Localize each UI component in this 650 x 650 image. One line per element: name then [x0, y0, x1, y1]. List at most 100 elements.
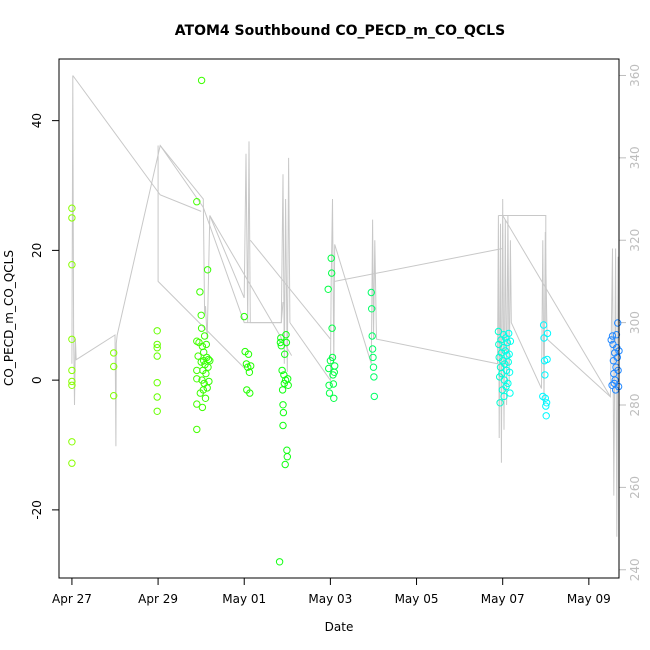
data-points — [68, 76, 623, 566]
data-point — [204, 363, 212, 371]
data-point — [506, 389, 514, 397]
x-tick-label: May 03 — [308, 592, 352, 606]
data-point — [203, 384, 211, 392]
data-point — [153, 340, 161, 349]
data-point — [613, 353, 621, 362]
y-tick-label: 0 — [30, 376, 44, 384]
data-point — [504, 358, 512, 366]
secondary-connector-6 — [498, 215, 547, 323]
data-point — [328, 269, 336, 277]
data-point — [612, 331, 621, 339]
data-point — [501, 360, 509, 368]
data-point — [370, 392, 378, 401]
data-point — [539, 321, 548, 329]
y-tick-label: -20 — [30, 500, 44, 520]
data-point — [244, 350, 253, 358]
data-point — [368, 345, 377, 353]
y-axis-label: CO_PECD_m_CO_QCLS — [2, 250, 16, 386]
chart-title: ATOM4 Southbound CO_PECD_m_CO_QCLS — [175, 23, 505, 39]
x-axis: Apr 27 Apr 29 May 01 May 03 May 05 May 07 May … — [52, 577, 611, 606]
data-point — [198, 403, 207, 412]
data-point — [369, 363, 378, 371]
data-point — [368, 332, 376, 340]
data-point — [197, 324, 206, 332]
data-point — [278, 386, 287, 394]
data-point — [279, 401, 287, 409]
data-point — [279, 408, 288, 417]
data-point — [614, 319, 622, 327]
secondary-line — [71, 75, 620, 537]
data-point — [496, 399, 504, 407]
data-point — [494, 327, 503, 336]
data-point — [539, 392, 547, 401]
y-axis: -20 0 20 40 — [30, 113, 60, 520]
data-point — [200, 332, 209, 340]
data-point — [68, 204, 76, 212]
data-point — [284, 381, 292, 389]
data-point — [201, 394, 210, 402]
data-point — [193, 198, 201, 206]
data-point — [153, 327, 161, 335]
data-point — [367, 288, 375, 297]
secondary-series — [71, 75, 620, 537]
right-tick-label: 340 — [628, 146, 642, 169]
data-point — [543, 355, 551, 364]
secondary-connector-5 — [334, 248, 503, 282]
data-point — [194, 352, 202, 360]
data-point — [276, 338, 285, 347]
data-point — [505, 368, 514, 376]
data-point — [68, 261, 76, 269]
data-point — [240, 312, 248, 321]
data-point — [277, 342, 285, 350]
data-point — [368, 305, 376, 313]
x-tick-label: Apr 27 — [52, 592, 92, 606]
right-tick-label: 260 — [628, 476, 642, 499]
x-tick-label: May 01 — [222, 592, 266, 606]
secondary-connector-0 — [72, 75, 202, 212]
data-point — [324, 285, 332, 293]
y-tick-label: 20 — [30, 243, 44, 258]
data-point — [277, 334, 285, 342]
data-point — [370, 373, 378, 381]
right-tick-label: 280 — [628, 394, 642, 417]
data-point — [542, 412, 550, 420]
data-point — [193, 425, 201, 434]
data-point — [543, 329, 552, 338]
data-point — [203, 266, 212, 274]
data-point — [500, 392, 508, 401]
data-point — [68, 459, 76, 467]
data-point — [541, 371, 549, 379]
data-point — [283, 453, 291, 461]
data-point — [280, 371, 288, 379]
secondary-connector-7 — [502, 215, 611, 398]
data-point — [325, 381, 333, 389]
data-point — [542, 402, 550, 410]
right-tick-label: 240 — [628, 558, 642, 581]
x-axis-label: Date — [325, 620, 354, 634]
secondary-connector-2 — [159, 145, 284, 324]
data-point — [204, 355, 213, 364]
secondary-connector-4 — [249, 239, 331, 340]
data-point — [153, 344, 161, 352]
data-point — [328, 353, 337, 362]
data-point — [153, 379, 161, 387]
data-point — [329, 380, 338, 388]
data-point — [540, 334, 548, 342]
data-point — [504, 379, 512, 388]
data-point — [614, 366, 622, 375]
data-point — [279, 421, 287, 430]
data-point — [197, 311, 205, 319]
x-tick-label: May 05 — [395, 592, 439, 606]
y-tick-label: 40 — [30, 113, 44, 128]
data-point — [196, 288, 204, 296]
data-point — [153, 407, 161, 415]
data-point — [68, 214, 76, 222]
data-point — [330, 394, 338, 402]
data-point — [153, 352, 161, 360]
data-point — [153, 393, 161, 401]
data-point — [327, 254, 335, 262]
data-point — [68, 438, 76, 446]
data-point — [369, 353, 377, 362]
data-point — [68, 377, 76, 386]
